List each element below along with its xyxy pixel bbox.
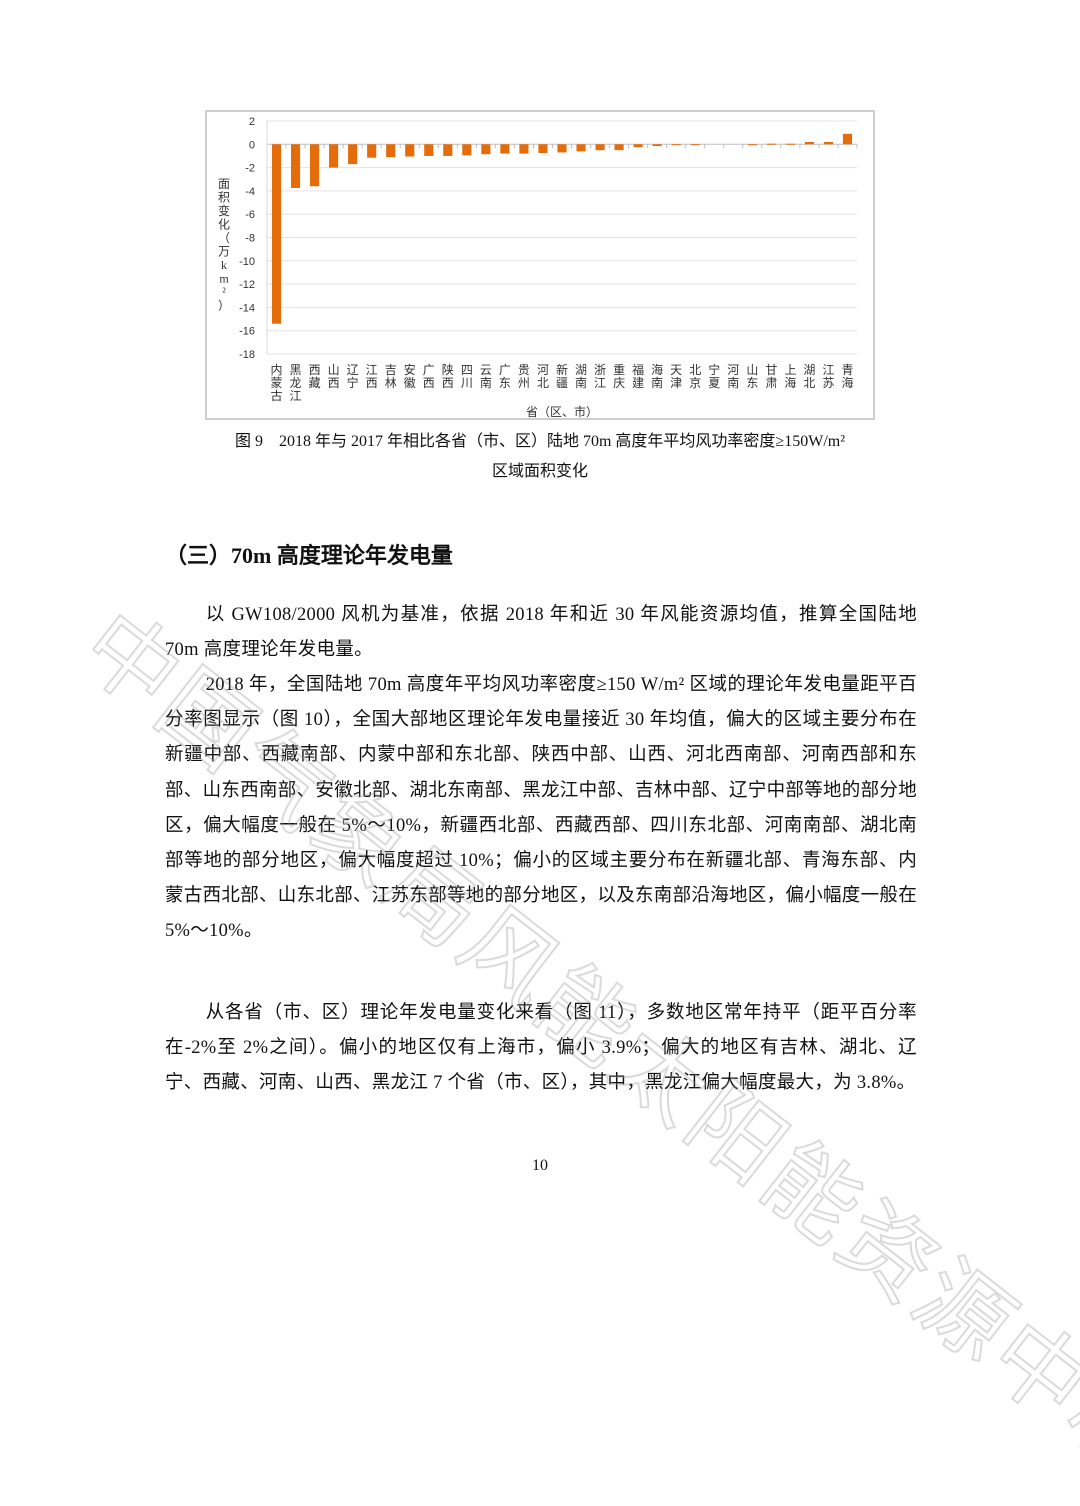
bar-新疆 bbox=[557, 144, 567, 153]
bar-福建 bbox=[633, 144, 643, 148]
bar-贵州 bbox=[519, 144, 529, 154]
x-category-label: 福建 bbox=[632, 362, 644, 390]
bar-上海 bbox=[785, 143, 795, 145]
bar-黑龙江 bbox=[290, 144, 301, 188]
paragraph-3: 从各省（市、区）理论年发电量变化来看（图 11），多数地区常年持平（距平百分率在… bbox=[165, 1003, 917, 1094]
x-category-label: 湖北 bbox=[803, 362, 815, 390]
x-category-label: 河北 bbox=[537, 363, 549, 390]
bar-云南 bbox=[481, 144, 491, 155]
bar-广西 bbox=[424, 144, 434, 156]
bar-北京 bbox=[690, 144, 700, 146]
x-category-label: 辽宁 bbox=[347, 363, 359, 390]
y-tick-label: 0 bbox=[249, 139, 255, 151]
x-category-label: 江苏 bbox=[822, 363, 834, 390]
x-category-label: 四川 bbox=[461, 363, 473, 390]
x-category-label: 上海 bbox=[784, 363, 796, 390]
bar-安徽 bbox=[405, 144, 415, 157]
x-category-label: 内蒙古 bbox=[271, 363, 283, 403]
y-tick-label: -4 bbox=[245, 186, 255, 198]
x-category-label: 安徽 bbox=[404, 362, 416, 390]
bar-chart: 2 0 -2 -4 -6 -8 -10 -12 -14 -16 -18 内蒙古黑龙江西藏山西辽宁江西吉… bbox=[218, 116, 858, 419]
y-tick-label: -18 bbox=[239, 349, 255, 361]
x-category-label: 贵州 bbox=[518, 363, 530, 390]
x-category-label: 青海 bbox=[841, 363, 853, 390]
x-category-label: 浙江 bbox=[594, 363, 606, 390]
bar-江苏 bbox=[823, 141, 834, 145]
x-category-label: 宁夏 bbox=[708, 362, 720, 390]
x-category-label: 山东 bbox=[746, 363, 758, 390]
x-category-label: 江西 bbox=[366, 363, 378, 390]
bar-浙江 bbox=[595, 144, 605, 151]
x-category-label: 广东 bbox=[499, 363, 511, 390]
bar-湖北 bbox=[804, 141, 814, 145]
y-tick-label: -6 bbox=[245, 209, 255, 221]
y-tick-label: -12 bbox=[239, 279, 255, 291]
x-category-label: 新疆 bbox=[556, 362, 568, 390]
bar-天津 bbox=[671, 144, 681, 146]
x-category-label: 北京 bbox=[689, 363, 701, 390]
y-tick-label: -10 bbox=[239, 256, 255, 268]
x-category-label: 海南 bbox=[651, 362, 663, 390]
y-tick-label: -8 bbox=[245, 233, 255, 245]
bar-甘肃 bbox=[766, 143, 776, 145]
bar-山西 bbox=[329, 144, 339, 168]
x-category-label: 云南 bbox=[480, 363, 492, 390]
x-category-label: 山西 bbox=[328, 363, 340, 390]
x-category-label: 甘肃 bbox=[765, 363, 777, 390]
bar-内蒙古 bbox=[271, 144, 282, 324]
x-axis-title: 省（区、市） bbox=[526, 404, 598, 419]
figure-9-chart: 2 0 -2 -4 -6 -8 -10 -12 -14 -16 -18 内蒙古 黑龙江 西藏 山西 辽宁 江西吉… bbox=[205, 110, 875, 420]
bar-江西 bbox=[367, 144, 377, 158]
bar-重庆 bbox=[614, 144, 624, 151]
bar-海南 bbox=[652, 144, 662, 147]
figure-caption-line2: 区域面积变化 bbox=[491, 463, 588, 480]
y-tick-label: -14 bbox=[239, 302, 255, 314]
x-category-label: 吉林 bbox=[385, 363, 397, 390]
bar-西藏 bbox=[310, 144, 320, 187]
x-category-label: 陕西 bbox=[442, 362, 454, 390]
section-heading: （三）70m 高度理论年发电量 bbox=[165, 543, 453, 568]
bar-青海 bbox=[842, 133, 853, 145]
bar-湖南 bbox=[576, 144, 586, 152]
bar-河北 bbox=[538, 144, 548, 154]
figure-caption-line1: 图 9 2018 年与 2017 年相比各省（市、区）陆地 70m 高度年平均风… bbox=[234, 433, 846, 450]
paragraph-2: 2018 年，全国陆地 70m 高度年平均风功率密度≥150 W/m² 区域的理… bbox=[165, 675, 918, 942]
y-axis-title: 面积变化（万 k m ²） bbox=[218, 177, 230, 313]
paragraph-1: 以 GW108/2000 风机为基准，依据 2018 年和近 30 年风能资源均… bbox=[165, 605, 917, 661]
bar-辽宁 bbox=[348, 144, 358, 165]
bar-陕西 bbox=[443, 144, 453, 156]
y-tick-label: 2 bbox=[249, 116, 255, 128]
x-category-label: 西藏 bbox=[309, 363, 321, 390]
bar-吉林 bbox=[386, 144, 396, 158]
bar-广东 bbox=[500, 144, 510, 154]
page-number: 10 bbox=[532, 1157, 548, 1174]
x-category-label: 天津 bbox=[670, 363, 682, 390]
bar-山东 bbox=[747, 144, 757, 146]
y-tick-label: -16 bbox=[239, 326, 255, 338]
x-category-label: 重庆 bbox=[613, 363, 625, 390]
y-tick-label: -2 bbox=[245, 163, 255, 175]
x-category-label: 河南 bbox=[727, 363, 739, 390]
x-category-label: 湖南 bbox=[575, 362, 587, 390]
x-category-label: 黑龙江 bbox=[290, 363, 302, 403]
bar-四川 bbox=[462, 144, 472, 156]
x-category-label: 广西 bbox=[423, 363, 435, 390]
